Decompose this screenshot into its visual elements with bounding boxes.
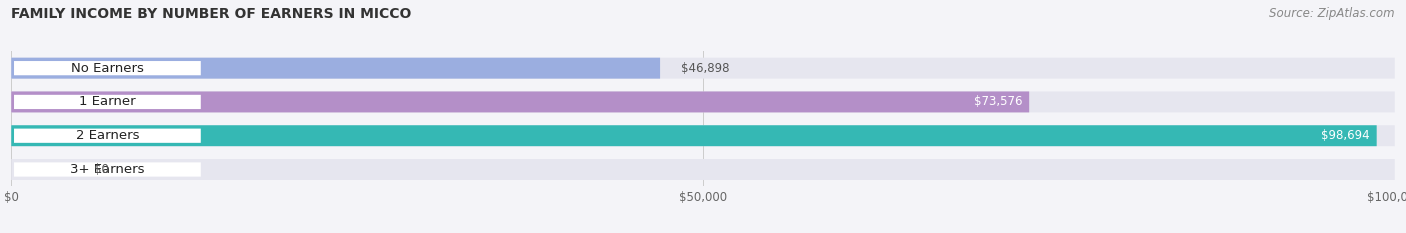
FancyBboxPatch shape [14, 129, 201, 143]
FancyBboxPatch shape [14, 61, 201, 75]
Text: 3+ Earners: 3+ Earners [70, 163, 145, 176]
Text: $98,694: $98,694 [1322, 129, 1369, 142]
Text: $46,898: $46,898 [681, 62, 730, 75]
Text: No Earners: No Earners [70, 62, 143, 75]
FancyBboxPatch shape [11, 125, 1395, 146]
FancyBboxPatch shape [14, 95, 201, 109]
FancyBboxPatch shape [11, 125, 1376, 146]
Text: 1 Earner: 1 Earner [79, 96, 136, 108]
Text: $0: $0 [94, 163, 110, 176]
FancyBboxPatch shape [14, 162, 201, 177]
FancyBboxPatch shape [11, 58, 659, 79]
FancyBboxPatch shape [11, 159, 1395, 180]
FancyBboxPatch shape [11, 92, 1395, 112]
Text: $73,576: $73,576 [974, 96, 1022, 108]
Text: FAMILY INCOME BY NUMBER OF EARNERS IN MICCO: FAMILY INCOME BY NUMBER OF EARNERS IN MI… [11, 7, 412, 21]
FancyBboxPatch shape [11, 92, 1029, 112]
Text: 2 Earners: 2 Earners [76, 129, 139, 142]
FancyBboxPatch shape [11, 58, 1395, 79]
Text: Source: ZipAtlas.com: Source: ZipAtlas.com [1270, 7, 1395, 20]
